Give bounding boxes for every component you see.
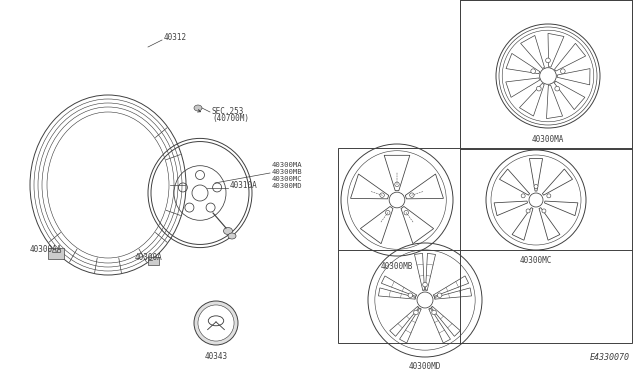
Text: 40300MB: 40300MB [381, 262, 413, 271]
Bar [48, 248, 64, 259]
Text: E4330070: E4330070 [590, 353, 630, 362]
Bar [460, 0, 632, 149]
Text: 40300A: 40300A [135, 253, 163, 263]
Ellipse shape [228, 233, 236, 239]
Circle shape [404, 211, 408, 215]
Text: 40300AA: 40300AA [30, 246, 62, 254]
Circle shape [555, 86, 559, 91]
Circle shape [536, 86, 541, 91]
Ellipse shape [194, 105, 202, 111]
Text: (40700M): (40700M) [212, 113, 249, 122]
Circle shape [540, 68, 556, 84]
Circle shape [432, 310, 436, 315]
Text: 40300MC: 40300MC [272, 176, 303, 182]
Bar [338, 148, 632, 343]
Circle shape [389, 192, 405, 208]
Circle shape [395, 182, 399, 187]
Circle shape [410, 193, 414, 198]
Circle shape [380, 193, 385, 198]
Text: SEC.253: SEC.253 [212, 106, 244, 115]
Bar [148, 257, 159, 265]
Text: 40312: 40312 [164, 33, 187, 42]
Circle shape [546, 58, 550, 63]
Circle shape [437, 293, 442, 298]
Text: 40300MD: 40300MD [272, 183, 303, 189]
Circle shape [413, 310, 418, 315]
Circle shape [529, 193, 543, 207]
Text: 40300MB: 40300MB [272, 169, 303, 175]
Text: 40300MD: 40300MD [409, 362, 441, 371]
Circle shape [547, 194, 551, 198]
Circle shape [408, 293, 413, 298]
Circle shape [423, 282, 428, 287]
Circle shape [385, 211, 390, 215]
Text: 40310A: 40310A [230, 182, 258, 190]
Text: 40300MA: 40300MA [532, 135, 564, 144]
Circle shape [526, 209, 530, 213]
Text: 40300MC: 40300MC [520, 256, 552, 265]
Circle shape [534, 185, 538, 189]
Circle shape [531, 69, 536, 74]
Circle shape [194, 301, 238, 345]
Text: 40343: 40343 [204, 352, 228, 361]
Circle shape [542, 209, 546, 213]
Circle shape [417, 292, 433, 308]
Circle shape [561, 69, 565, 74]
Text: 40300MA: 40300MA [272, 162, 303, 168]
Circle shape [198, 305, 234, 341]
Circle shape [521, 194, 525, 198]
Ellipse shape [223, 228, 232, 234]
